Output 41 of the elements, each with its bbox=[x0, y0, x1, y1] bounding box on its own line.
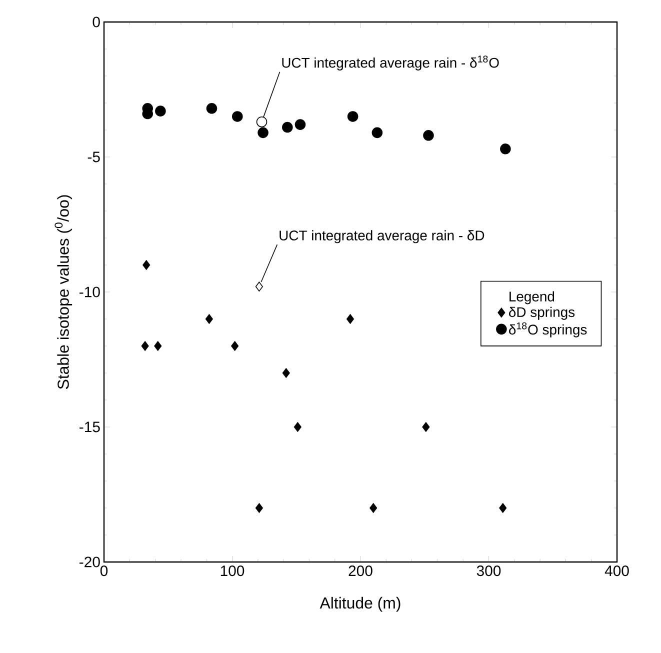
point bbox=[155, 106, 166, 116]
point bbox=[258, 127, 268, 138]
point bbox=[232, 111, 243, 122]
annotation: UCT integrated average rain - δ$^{18}$O bbox=[282, 56, 499, 70]
x-tick-label: 0 bbox=[100, 566, 108, 576]
y-tick-label: -10 bbox=[80, 286, 100, 298]
legend-label: δ$^{18}$O springs bbox=[509, 322, 587, 338]
point bbox=[141, 341, 149, 351]
legend-label: δD springs bbox=[509, 306, 575, 320]
point bbox=[422, 422, 430, 432]
x-tick-label: 300 bbox=[476, 566, 501, 576]
point bbox=[372, 127, 383, 138]
y-tick-label: -15 bbox=[80, 422, 100, 432]
point bbox=[346, 314, 354, 324]
point bbox=[282, 122, 293, 133]
point bbox=[370, 503, 378, 513]
x-tick-label: 100 bbox=[220, 566, 244, 576]
point bbox=[231, 341, 239, 351]
x-tick-label: 400 bbox=[604, 566, 629, 576]
y-tick-label: -5 bbox=[88, 152, 100, 162]
x-tick-label: 200 bbox=[348, 566, 372, 576]
y-axis-title: Stable isotope values ($^{0}$/oo) bbox=[54, 195, 72, 389]
point bbox=[206, 102, 218, 114]
x-axis-title: Altitude (m) bbox=[320, 596, 400, 612]
point bbox=[205, 314, 213, 324]
point bbox=[154, 341, 162, 351]
point bbox=[255, 503, 263, 513]
point bbox=[142, 260, 150, 270]
legend-title: Legend bbox=[510, 291, 554, 304]
y-tick-label: -20 bbox=[80, 556, 100, 568]
annotation: UCT integrated average rain - δD bbox=[280, 230, 484, 244]
point bbox=[256, 116, 268, 128]
point bbox=[255, 282, 263, 292]
point bbox=[294, 422, 302, 432]
point bbox=[294, 119, 306, 130]
point bbox=[500, 143, 511, 154]
y-tick-label: 0 bbox=[92, 16, 100, 28]
point bbox=[282, 368, 290, 378]
point bbox=[423, 130, 434, 141]
point bbox=[347, 111, 358, 122]
point bbox=[499, 503, 507, 513]
